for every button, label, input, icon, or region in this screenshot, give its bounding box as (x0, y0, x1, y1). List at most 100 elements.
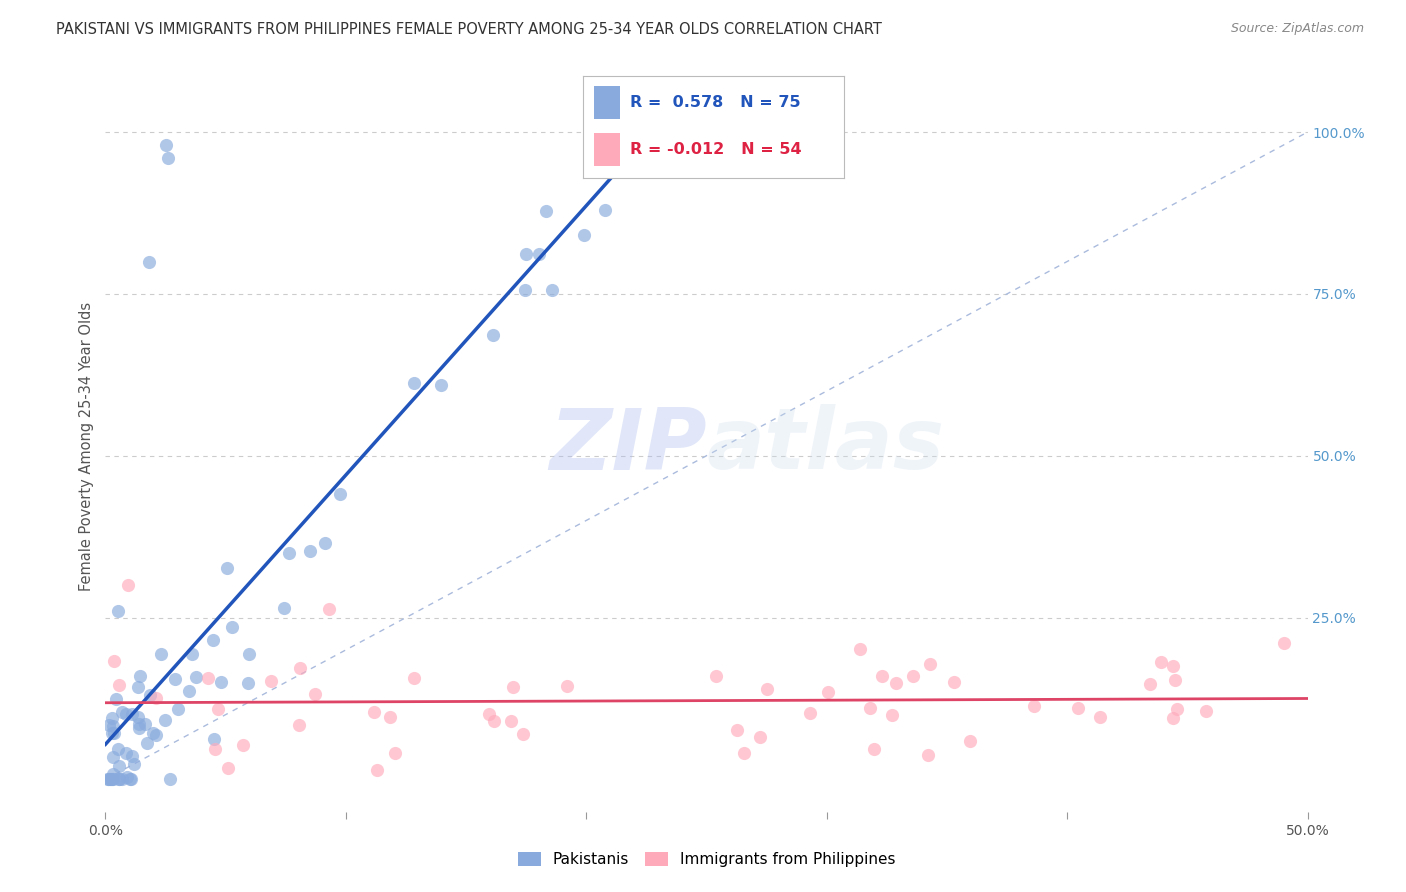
Point (107, 772, 129, 787)
Point (863, 741, 886, 756)
Point (197, 672, 219, 686)
Point (513, 283, 536, 297)
Legend: Pakistanis, Immigrants from Philippines: Pakistanis, Immigrants from Philippines (512, 847, 901, 873)
Point (817, 685, 839, 699)
Point (127, 680, 149, 694)
Point (366, 763, 388, 777)
Point (107, 772, 129, 787)
Point (155, 138, 177, 153)
Point (430, 377, 453, 392)
Point (115, 706, 138, 721)
Point (1195, 704, 1218, 718)
Point (304, 687, 326, 701)
Point (121, 772, 143, 787)
Point (101, 767, 124, 781)
Point (901, 669, 924, 683)
Point (733, 746, 755, 760)
Point (232, 738, 254, 752)
Point (1139, 677, 1161, 691)
Point (107, 604, 129, 618)
Point (756, 682, 779, 697)
Point (384, 746, 406, 760)
Point (484, 714, 506, 729)
Text: ZIP: ZIP (548, 404, 707, 488)
Point (217, 761, 239, 775)
Bar (593, 133, 620, 166)
Point (121, 706, 143, 721)
Point (482, 328, 505, 343)
Point (704, 669, 727, 683)
Point (149, 648, 172, 662)
Point (117, 770, 139, 784)
Point (139, 688, 162, 702)
Point (103, 726, 125, 740)
Point (103, 654, 125, 668)
Point (98, 772, 121, 787)
Point (201, 632, 224, 647)
Point (202, 732, 225, 747)
Point (609, 112, 631, 127)
Point (725, 723, 748, 737)
Point (314, 536, 336, 550)
Point (97, 772, 120, 787)
Point (1088, 710, 1111, 724)
Point (273, 601, 295, 615)
Point (167, 702, 190, 716)
Point (156, 151, 179, 165)
Point (378, 710, 401, 724)
Point (105, 691, 128, 706)
Point (97, 772, 120, 787)
Point (107, 678, 129, 692)
Y-axis label: Female Poverty Among 25-34 Year Olds: Female Poverty Among 25-34 Year Olds (79, 301, 94, 591)
Point (499, 714, 522, 728)
Point (101, 750, 124, 764)
Text: R =  0.578   N = 75: R = 0.578 N = 75 (630, 95, 801, 110)
Point (534, 204, 557, 219)
Point (1024, 698, 1046, 713)
Point (1164, 673, 1187, 687)
Text: atlas: atlas (707, 404, 945, 488)
Point (260, 673, 283, 688)
Point (100, 711, 122, 725)
Point (884, 676, 907, 690)
Point (98, 718, 121, 732)
Point (572, 227, 595, 242)
Point (288, 717, 311, 731)
Point (165, 672, 187, 686)
Point (512, 726, 534, 740)
Point (127, 710, 149, 724)
Point (959, 734, 981, 748)
Point (1067, 700, 1090, 714)
Text: Source: ZipAtlas.com: Source: ZipAtlas.com (1230, 22, 1364, 36)
Point (128, 721, 150, 735)
Point (799, 706, 821, 721)
Point (101, 726, 124, 740)
Point (100, 772, 122, 787)
Point (236, 675, 259, 690)
Point (142, 726, 165, 740)
Point (121, 749, 143, 764)
Point (111, 772, 134, 787)
Point (115, 746, 138, 760)
Point (942, 675, 965, 690)
Text: PAKISTANI VS IMMIGRANTS FROM PHILIPPINES FEMALE POVERTY AMONG 25-34 YEAR OLDS CO: PAKISTANI VS IMMIGRANTS FROM PHILIPPINES… (56, 22, 882, 37)
Text: R = -0.012   N = 54: R = -0.012 N = 54 (630, 142, 801, 157)
Point (585, 142, 607, 156)
Point (502, 680, 524, 694)
Point (100, 772, 122, 787)
Point (184, 670, 207, 684)
Point (870, 669, 893, 683)
Point (595, 203, 617, 218)
Bar (593, 87, 620, 119)
Point (541, 284, 564, 298)
Point (1163, 659, 1185, 673)
Point (277, 546, 299, 560)
Point (917, 747, 939, 762)
Point (748, 730, 770, 744)
Point (128, 717, 150, 731)
Point (617, 112, 640, 127)
Point (515, 247, 537, 261)
Point (103, 718, 125, 732)
Point (159, 772, 181, 787)
Point (1272, 636, 1295, 650)
